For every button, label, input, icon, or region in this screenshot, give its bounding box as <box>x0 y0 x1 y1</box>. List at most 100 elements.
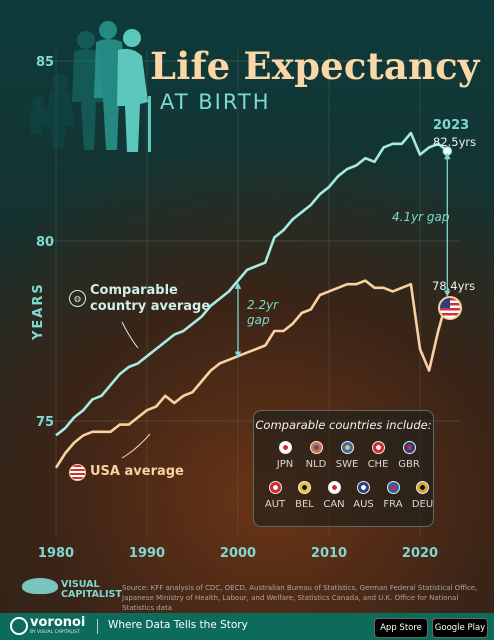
country-gbr: GBR <box>394 441 424 470</box>
y-tick-label-85: 85 <box>36 55 54 70</box>
country-aut: AUT <box>260 481 290 510</box>
comparable-point-1987 <box>119 373 121 375</box>
comparable-point-2005 <box>282 229 284 231</box>
usa-point-1987 <box>119 424 121 426</box>
x-tick-label-2020: 2020 <box>402 546 438 561</box>
comparable-point-1998 <box>219 298 221 300</box>
globe-icon: ◍ <box>69 290 86 307</box>
gap-2023-label: 4.1yr gap <box>392 210 450 224</box>
comparable-legend-line-2: country average <box>90 299 211 314</box>
usa-point-1988 <box>128 424 130 426</box>
country-code-nld: NLD <box>305 459 327 470</box>
comparable-pointer-line <box>121 321 139 349</box>
country-code-can: CAN <box>323 499 345 510</box>
comparable-point-2010 <box>328 186 330 188</box>
usa-series-line <box>54 279 449 469</box>
app-store-button[interactable]: App Store <box>374 618 428 638</box>
comparable-point-2012 <box>346 168 348 170</box>
comparable-legend-line-1: Comparable <box>90 283 178 298</box>
y-tick-label-75: 75 <box>36 415 54 430</box>
comparable-point-1992 <box>164 341 166 343</box>
countries-legend: Comparable countries include: JPN NLD SWE C… <box>253 410 434 527</box>
comparable-point-2008 <box>310 204 312 206</box>
usa-point-1990 <box>146 409 148 411</box>
footer-bar: voronoi BY VISUAL CAPITALIST Where Data … <box>0 613 494 640</box>
country-code-aut: AUT <box>264 499 286 510</box>
comparable-point-1985 <box>100 395 102 397</box>
usa-point-2012 <box>346 283 348 285</box>
usa-point-2019 <box>410 283 412 285</box>
flag-nld-icon <box>309 441 323 454</box>
voronoi-logo-icon <box>10 617 28 635</box>
usa-point-2017 <box>392 290 394 292</box>
usa-point-1981 <box>64 452 66 454</box>
gap-2000-label-line-1: 2.2yr <box>247 298 279 312</box>
flag-can-icon <box>327 481 341 494</box>
usa-point-2014 <box>364 280 366 282</box>
comparable-point-2014 <box>364 157 366 159</box>
usa-point-1992 <box>164 395 166 397</box>
usa-pointer-line <box>121 433 151 459</box>
comparable-point-1980 <box>55 434 57 436</box>
visual-capitalist-logo: VISUAL CAPITALIST <box>61 579 122 600</box>
comparable-point-2006 <box>292 218 294 220</box>
country-code-deu: DEU <box>411 499 434 510</box>
comparable-point-2003 <box>264 262 266 264</box>
source-note: Source: KFF analysis of CDC, OECD, Austr… <box>122 584 478 612</box>
visual-capitalist-logo-icon <box>22 578 58 594</box>
comparable-point-1989 <box>137 362 139 364</box>
comparable-point-2020 <box>419 154 421 156</box>
country-bel: BEL <box>290 481 320 510</box>
usa-point-2006 <box>292 323 294 325</box>
comparable-point-2019 <box>410 132 412 134</box>
comparable-point-2015 <box>373 161 375 163</box>
country-nld: NLD <box>301 441 331 470</box>
flag-aus-icon <box>357 481 370 494</box>
usa-point-2001 <box>246 352 248 354</box>
usa-point-1991 <box>155 406 157 408</box>
comparable-point-2007 <box>301 211 303 213</box>
x-tick-label-2000: 2000 <box>220 546 256 561</box>
usa-point-1986 <box>110 431 112 433</box>
comparable-point-2017 <box>392 143 394 145</box>
google-play-button[interactable]: Google Play <box>432 618 488 638</box>
comparable-point-1981 <box>64 427 66 429</box>
comparable-point-1990 <box>146 355 148 357</box>
usa-point-1994 <box>182 395 184 397</box>
comparable-series-line <box>55 131 449 437</box>
comparable-point-2009 <box>319 193 321 195</box>
usa-point-1983 <box>82 434 84 436</box>
usa-point-1999 <box>228 359 230 361</box>
usa-point-2022 <box>437 330 439 332</box>
country-code-che: CHE <box>367 459 389 470</box>
country-code-fra: FRA <box>383 499 403 510</box>
usa-point-2015 <box>373 287 375 289</box>
gap-2000-label-line-2: gap <box>247 313 270 327</box>
flag-che-icon <box>371 441 385 454</box>
usa-point-1998 <box>219 362 221 364</box>
usa-flag-marker-icon <box>438 296 462 320</box>
footer-tagline: Where Data Tells the Story <box>108 619 248 631</box>
aging-people-silhouette-icon <box>30 21 151 152</box>
usa-point-2002 <box>255 348 257 350</box>
country-code-jpn: JPN <box>276 459 294 470</box>
usa-point-1982 <box>73 442 75 444</box>
country-fra: FRA <box>378 481 408 510</box>
comparable-point-2001 <box>246 269 248 271</box>
comparable-point-2002 <box>255 265 257 267</box>
usa-point-1997 <box>210 370 212 372</box>
usa-point-2005 <box>282 330 284 332</box>
voronoi-logo-subtitle: BY VISUAL CAPITALIST <box>30 630 80 635</box>
usa-point-2021 <box>428 370 430 372</box>
comparable-point-2011 <box>337 175 339 177</box>
usa-point-2003 <box>264 344 266 346</box>
flag-fra-icon <box>386 481 400 494</box>
usa-point-1989 <box>137 416 139 418</box>
countries-legend-title: Comparable countries include: <box>255 418 432 432</box>
usa-point-2020 <box>419 348 421 350</box>
country-code-gbr: GBR <box>398 459 420 470</box>
usa-point-1993 <box>173 402 175 404</box>
comparable-legend-label: Comparable country average <box>90 283 210 315</box>
comparable-point-1993 <box>173 334 175 336</box>
